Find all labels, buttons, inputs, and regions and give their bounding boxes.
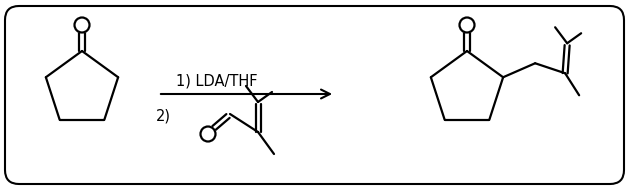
Text: 2): 2)	[156, 108, 171, 123]
Circle shape	[74, 18, 89, 33]
Circle shape	[200, 126, 215, 142]
FancyBboxPatch shape	[5, 6, 624, 184]
Text: 1) LDA/THF: 1) LDA/THF	[176, 73, 258, 88]
Circle shape	[459, 18, 474, 33]
